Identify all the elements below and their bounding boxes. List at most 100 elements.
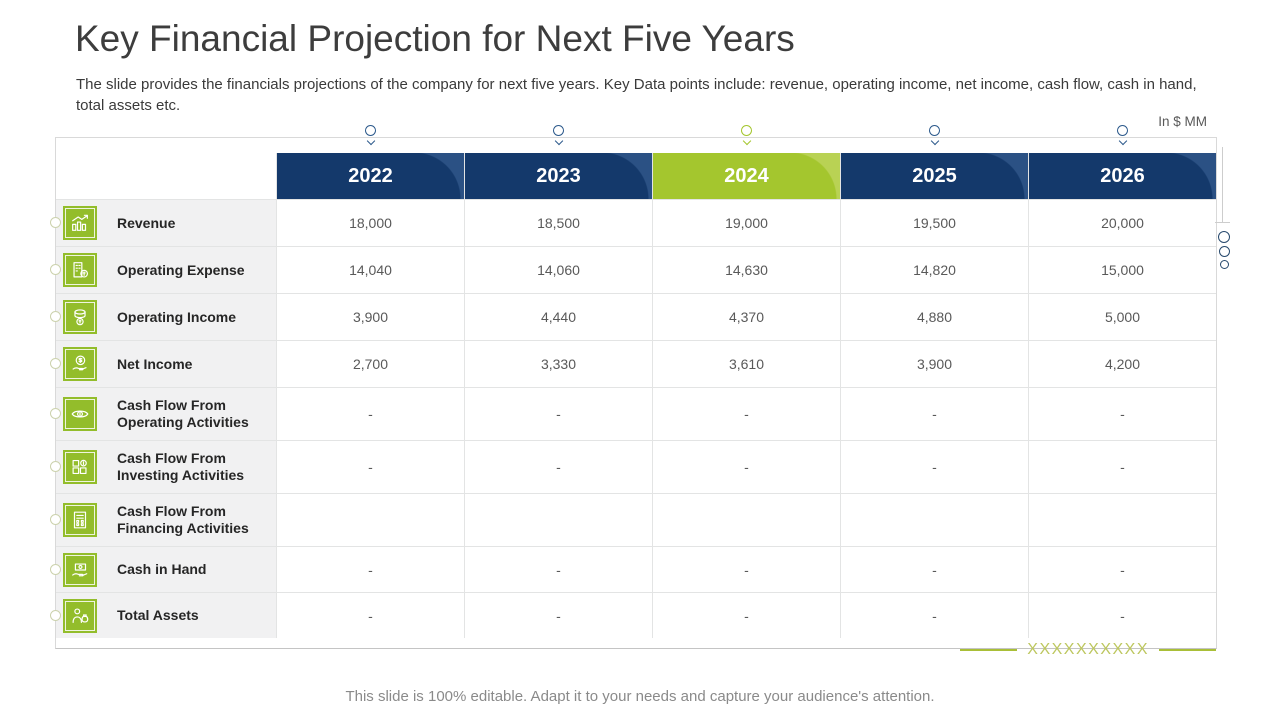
value-cell: - (277, 388, 464, 440)
column-header-2022: 2022 (277, 153, 464, 199)
value-cell: 2,700 (277, 341, 464, 387)
value-cell: - (277, 441, 464, 493)
row-label: Cash Flow From Operating Activities (117, 397, 249, 430)
row-label: Total Assets (117, 607, 199, 623)
value-cell: - (465, 441, 652, 493)
value-cell (277, 494, 464, 546)
column-header-2023: 2023 (465, 153, 652, 199)
page-title: Key Financial Projection for Next Five Y… (75, 18, 795, 59)
value-cell: 19,000 (653, 200, 840, 246)
row-label-cell: Operating Income (56, 294, 276, 340)
value-cell: - (1029, 547, 1216, 592)
value-cell: - (1029, 388, 1216, 440)
value-cell: - (841, 441, 1028, 493)
value-cell: 4,200 (1029, 341, 1216, 387)
value-cell: 3,900 (841, 341, 1028, 387)
location-pin-icon (1116, 125, 1129, 146)
row-label-cell: Net Income (56, 341, 276, 387)
row-label-cell: Total Assets (56, 593, 276, 638)
value-cell: - (1029, 441, 1216, 493)
row-bullet-circle (50, 408, 61, 419)
coin-stack-icon (63, 300, 97, 334)
row-label: Cash in Hand (117, 561, 207, 577)
placeholder-text: XXXXXXXXXX (1027, 641, 1149, 658)
value-cell: 14,060 (465, 247, 652, 293)
value-cell: - (841, 593, 1028, 638)
right-deco-circle (1218, 231, 1230, 243)
projection-table-grid: 2022 2023 2024 2025 2026 Revenue 18,000 18,500 1… (56, 153, 1216, 638)
row-label: Revenue (117, 214, 176, 231)
value-cell (1029, 494, 1216, 546)
row-bullet-circle (50, 217, 61, 228)
value-cell: - (653, 388, 840, 440)
investment-boxes-icon (63, 450, 97, 484)
placeholder-right-dash (1159, 649, 1216, 651)
value-cell: - (1029, 593, 1216, 638)
row-label-cell: Operating Expense (56, 247, 276, 293)
unit-label: In $ MM (1158, 114, 1207, 129)
value-cell: 3,330 (465, 341, 652, 387)
row-label: Operating Income (117, 308, 237, 325)
value-cell: - (841, 547, 1028, 592)
person-assets-icon (63, 598, 97, 633)
location-pin-icon (928, 125, 941, 146)
value-cell: 4,370 (653, 294, 840, 340)
cash-in-hand-icon (63, 552, 97, 587)
value-cell (841, 494, 1028, 546)
value-cell: 4,880 (841, 294, 1028, 340)
slide-description: The slide provides the financials projec… (76, 76, 1197, 114)
value-cell: - (653, 547, 840, 592)
row-label-cell: Revenue (56, 200, 276, 246)
row-label: Net Income (117, 355, 193, 372)
value-cell (465, 494, 652, 546)
row-label: Operating Expense (117, 261, 245, 278)
value-cell: 5,000 (1029, 294, 1216, 340)
value-cell: 3,610 (653, 341, 840, 387)
value-cell: 20,000 (1029, 200, 1216, 246)
footer-note: This slide is 100% editable. Adapt it to… (345, 688, 935, 705)
value-cell: - (465, 388, 652, 440)
value-cell: 3,900 (277, 294, 464, 340)
value-cell: 15,000 (1029, 247, 1216, 293)
table-corner-cell (56, 153, 276, 199)
row-bullet-circle (50, 311, 61, 322)
value-cell: - (465, 593, 652, 638)
revenue-growth-chart-icon (63, 206, 97, 240)
row-bullet-circle (50, 563, 61, 575)
row-label-cell: Cash Flow From Investing Activities (56, 441, 276, 493)
finance-document-icon (63, 503, 97, 537)
value-cell: 4,440 (465, 294, 652, 340)
row-bullet-circle (50, 609, 61, 621)
right-connector-line (1222, 147, 1223, 222)
row-label-cell: Cash in Hand (56, 547, 276, 592)
dollar-coin-hand-icon (63, 347, 97, 381)
value-cell: - (653, 593, 840, 638)
row-bullet-circle (50, 264, 61, 275)
value-cell: 14,040 (277, 247, 464, 293)
column-header-2024: 2024 (653, 153, 840, 199)
row-label-cell: Cash Flow From Operating Activities (56, 388, 276, 440)
right-deco-circle (1219, 260, 1229, 269)
value-cell: 18,000 (277, 200, 464, 246)
row-label: Cash Flow From Financing Activities (117, 503, 249, 536)
row-bullet-circle (50, 514, 61, 525)
right-deco-circle (1218, 246, 1230, 257)
value-cell: - (465, 547, 652, 592)
value-cell: - (653, 441, 840, 493)
value-cell: - (277, 593, 464, 638)
eye-dollar-icon (63, 397, 97, 431)
location-pin-icon (552, 125, 565, 146)
value-cell: 18,500 (465, 200, 652, 246)
text-placeholder: XXXXXXXXXX (960, 642, 1216, 658)
location-pin-icon (740, 125, 753, 146)
row-label: Cash Flow From Investing Activities (117, 450, 245, 483)
location-pin-icon (364, 125, 377, 146)
projection-table: 2022 2023 2024 2025 2026 Revenue 18,000 18,500 1… (55, 137, 1217, 649)
row-label-cell: Cash Flow From Financing Activities (56, 494, 276, 546)
column-header-2026: 2026 (1029, 153, 1216, 199)
row-bullet-circle (50, 358, 61, 369)
value-cell (653, 494, 840, 546)
row-bullet-circle (50, 461, 61, 472)
value-cell: 14,820 (841, 247, 1028, 293)
